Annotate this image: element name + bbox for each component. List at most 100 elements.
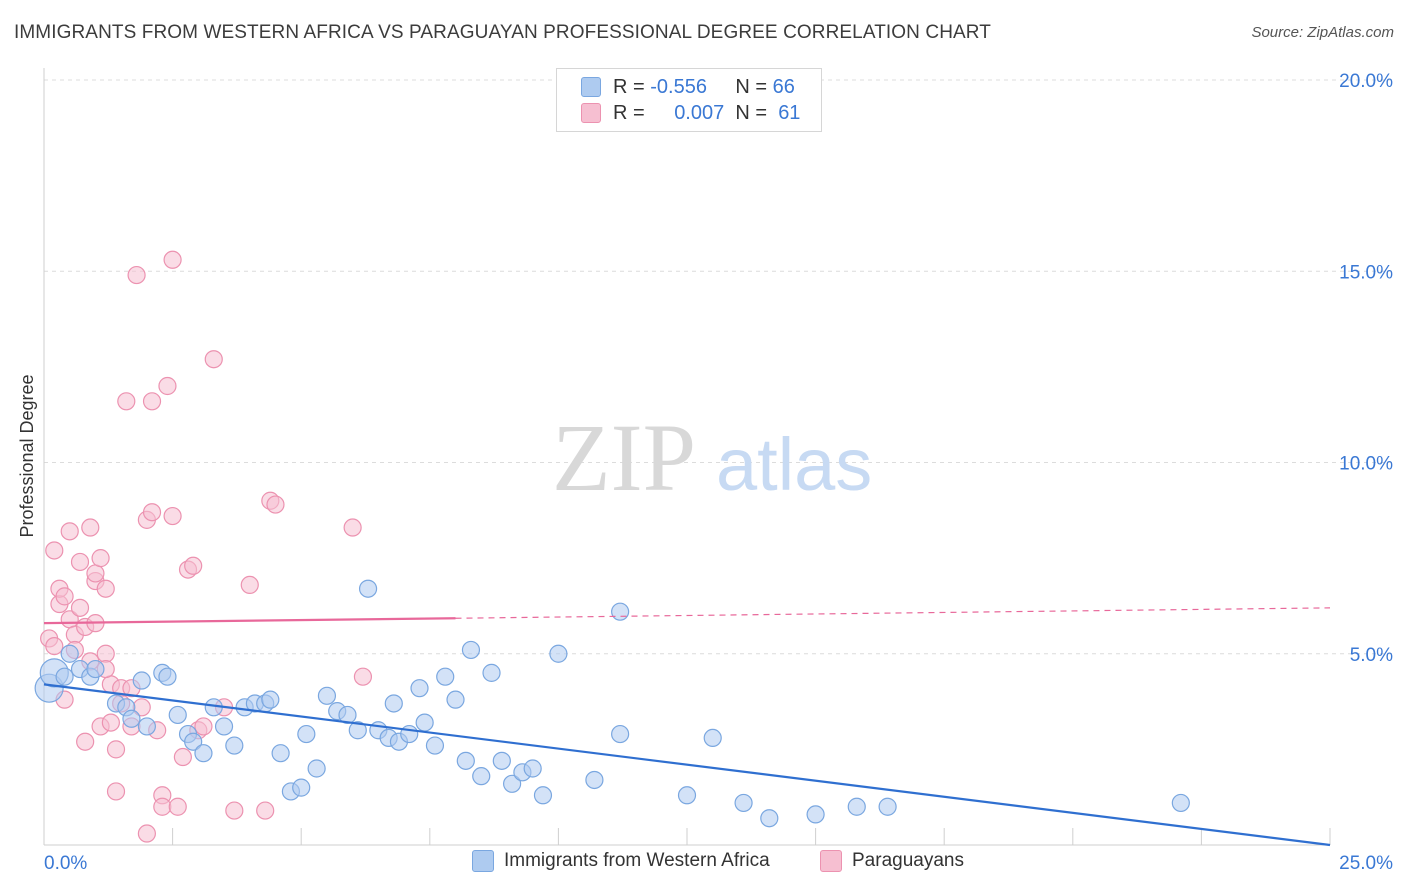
paraguayans-point <box>168 797 187 816</box>
bottom-legend-paraguayans: Paraguayans <box>820 850 964 872</box>
legend-n-value: 61 <box>778 101 801 124</box>
western-africa-point <box>549 644 568 663</box>
western-africa-point <box>436 667 455 686</box>
legend-swatch-pink <box>581 103 601 123</box>
western-africa-point <box>523 759 542 778</box>
western-africa-point <box>503 774 522 793</box>
paraguayans-point <box>353 667 373 686</box>
western-africa-trendline <box>43 683 1331 847</box>
paraguayans-point <box>204 350 223 369</box>
paraguayans-point <box>142 503 162 522</box>
western-africa-point <box>158 667 177 686</box>
watermark-atlas: atlas <box>716 423 872 506</box>
paraguayans-point <box>106 782 126 801</box>
paraguayans-point <box>184 556 203 575</box>
western-africa-point <box>55 667 74 686</box>
western-africa-point <box>677 786 697 805</box>
trendlines <box>43 607 1331 847</box>
western-africa-point <box>338 705 357 725</box>
western-africa-point <box>184 732 203 751</box>
western-africa-point <box>292 778 311 797</box>
paraguayans-point <box>142 392 162 411</box>
tick-labels: 5.0% 10.0% 15.0% 20.0% 0.0% 25.0% Professional… <box>17 71 1393 874</box>
paraguayans-point <box>45 636 64 656</box>
western-africa-point <box>482 663 501 682</box>
legend-r-label: R = <box>613 101 645 124</box>
bottom-legend-western-africa: Immigrants from Western Africa <box>472 850 770 872</box>
western-africa-point <box>806 805 825 824</box>
western-africa-point <box>472 767 491 786</box>
western-africa-point <box>132 671 151 690</box>
paraguayans-point <box>127 265 146 285</box>
paraguayans-point <box>86 564 105 583</box>
legend-n-label: N = <box>735 75 768 98</box>
paraguayans-point <box>343 518 362 537</box>
chart-title: IMMIGRANTS FROM WESTERN AFRICA VS PARAGU… <box>14 22 991 43</box>
paraguayans-point <box>96 579 115 598</box>
y-tick-label: 5.0% <box>1350 645 1393 666</box>
paraguayans-point <box>60 522 79 541</box>
paraguayans-trendline-solid <box>43 617 456 625</box>
western-africa-point <box>137 717 156 736</box>
paraguayans-point <box>70 552 90 572</box>
x-tick-label: 25.0% <box>1339 853 1393 874</box>
paraguayans-point <box>137 824 156 843</box>
legend-row-paraguayans: R = 0.007 N = 61 <box>581 100 800 126</box>
western-africa-point <box>225 736 244 755</box>
western-africa-point <box>461 640 481 660</box>
paraguayans-point <box>240 575 259 595</box>
y-axis-label: Professional Degree <box>17 374 37 537</box>
paraguayans-point <box>266 495 285 514</box>
western-africa-point <box>358 579 378 598</box>
paraguayans-point <box>81 518 100 537</box>
y-tick-label: 20.0% <box>1339 71 1393 92</box>
western-africa-point <box>307 759 326 778</box>
western-africa-point <box>585 770 604 790</box>
watermark-zip: ZIP <box>552 404 696 511</box>
western-africa-point <box>446 690 465 709</box>
western-africa-point <box>703 728 722 748</box>
x-tick-label: 0.0% <box>44 853 87 874</box>
western-africa-point <box>760 809 779 828</box>
paraguayans-point <box>76 732 95 751</box>
western-africa-point <box>214 717 234 736</box>
paraguayans-point <box>91 549 110 568</box>
western-africa-point <box>611 724 630 744</box>
legend-swatch-blue <box>581 77 601 97</box>
western-africa-point <box>271 744 290 763</box>
paraguayans-point <box>194 717 213 736</box>
western-africa-points <box>34 579 1190 828</box>
paraguayans-point <box>163 250 182 269</box>
bottom-legend-swatch-pink <box>820 850 842 872</box>
paraguayans-point <box>45 541 64 560</box>
legend-row-western-africa: R = -0.556 N = 66 <box>581 74 795 100</box>
y-tick-label: 15.0% <box>1339 262 1393 283</box>
paraguayans-point <box>70 598 90 617</box>
paraguayans-point <box>55 587 74 606</box>
western-africa-point <box>384 694 403 713</box>
bottom-legend-label: Paraguayans <box>852 850 964 871</box>
paraguayans-point <box>153 797 172 816</box>
paraguayans-point <box>256 801 275 820</box>
legend-r-value: 0.007 <box>674 101 725 124</box>
paraguayans-point <box>106 740 126 759</box>
paraguayans-point <box>158 376 177 396</box>
legend-n-value: 66 <box>772 75 795 98</box>
western-africa-point <box>410 679 429 698</box>
legend-r-label: R = <box>613 75 645 98</box>
western-africa-point <box>194 744 213 763</box>
axes <box>43 68 1331 846</box>
gridlines <box>44 79 1392 655</box>
western-africa-point <box>878 797 897 816</box>
paraguayans-trendline-dashed <box>455 607 1331 619</box>
western-africa-point <box>261 690 280 709</box>
legend-n-label: N = <box>735 101 768 124</box>
western-africa-point <box>60 644 79 663</box>
western-africa-point <box>456 751 475 770</box>
legend-r-value: -0.556 <box>650 75 707 98</box>
western-africa-point <box>86 659 105 679</box>
western-africa-point <box>847 797 866 816</box>
paraguayans-point <box>173 747 192 767</box>
watermark: ZIP atlas <box>552 404 872 511</box>
